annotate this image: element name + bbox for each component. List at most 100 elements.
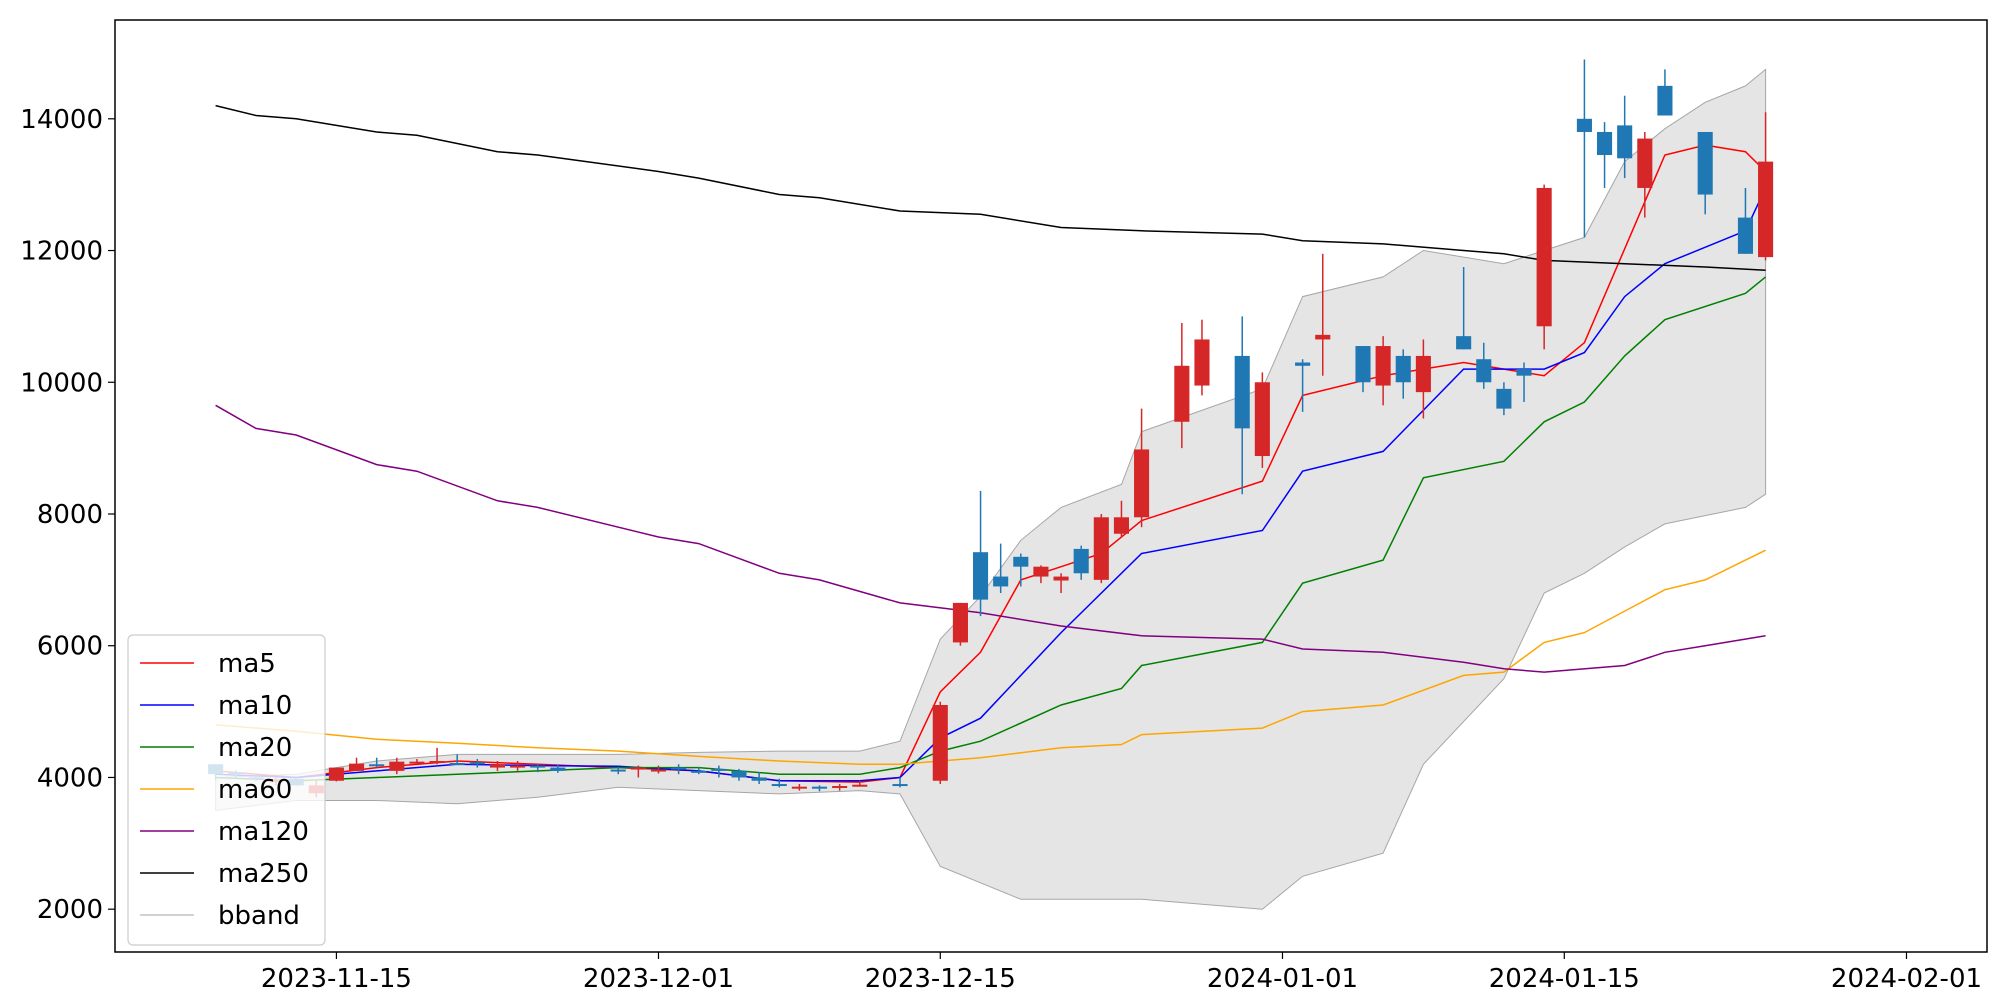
candle-body	[852, 784, 868, 787]
candle	[711, 765, 727, 778]
candle-body	[892, 784, 908, 787]
candle-body	[469, 762, 485, 765]
candle	[610, 766, 626, 775]
candle	[1254, 372, 1270, 468]
candle	[550, 764, 566, 773]
candle	[1597, 122, 1613, 188]
candle	[530, 764, 546, 773]
candle	[1456, 266, 1472, 350]
candle-body	[711, 768, 727, 771]
legend-label-ma10: ma10	[218, 691, 292, 721]
candle-body	[630, 767, 646, 770]
candle-body	[1194, 339, 1210, 386]
candle-body	[489, 764, 505, 768]
candle-body	[1737, 217, 1753, 254]
legend-label-ma5: ma5	[218, 649, 276, 679]
candle	[1415, 339, 1431, 419]
candle	[1315, 253, 1331, 376]
candle	[1174, 322, 1190, 449]
candle-body	[369, 764, 385, 767]
candle	[1536, 184, 1552, 350]
candle-body	[1697, 131, 1713, 195]
y-tick-label: 10000	[20, 368, 103, 398]
candle	[1093, 513, 1109, 584]
y-tick-label: 2000	[37, 895, 103, 925]
legend-label-bband: bband	[218, 901, 300, 931]
candle-body	[1073, 548, 1089, 574]
candle-body	[952, 602, 968, 643]
candle	[1697, 131, 1713, 215]
candle	[429, 747, 445, 765]
candle	[1113, 500, 1129, 538]
candle-body	[1013, 556, 1029, 567]
candle	[1516, 362, 1532, 403]
x-tick-label: 2023-12-15	[865, 964, 1016, 994]
candle	[892, 777, 908, 788]
candle-body	[993, 576, 1009, 587]
candle-body	[1597, 131, 1613, 156]
candle-body	[671, 767, 687, 770]
candle	[1657, 69, 1673, 116]
candle-body	[1456, 336, 1472, 350]
candle	[1053, 573, 1069, 594]
legend-label-ma250: ma250	[218, 859, 309, 889]
y-tick-label: 12000	[20, 237, 103, 267]
candle-body	[1536, 187, 1552, 327]
plot-frame	[114, 19, 1988, 953]
y-tick-label: 6000	[37, 632, 103, 662]
legend: ma5 ma10 ma20 ma60 ma120 ma250 bband	[127, 634, 326, 946]
candle-body	[1254, 382, 1270, 457]
candle	[510, 760, 526, 771]
candlesticks	[208, 59, 1774, 798]
x-tick-label: 2024-01-15	[1489, 964, 1640, 994]
candle-body	[349, 763, 365, 771]
candle-body	[832, 786, 848, 789]
candle-body	[409, 761, 425, 764]
candle-body	[510, 765, 526, 768]
legend-label-ma20: ma20	[218, 733, 292, 763]
x-tick-label: 2023-12-01	[583, 964, 734, 994]
candle	[1737, 187, 1753, 254]
candle-body	[1053, 576, 1069, 581]
candle	[671, 764, 687, 775]
candle-body	[1637, 138, 1653, 188]
candle	[731, 768, 747, 781]
candle-body	[1234, 355, 1250, 429]
candle	[1476, 342, 1492, 389]
candle	[1073, 545, 1089, 580]
candle	[932, 701, 948, 785]
candle	[832, 784, 848, 791]
candle-body	[973, 552, 989, 600]
y-tick-label: 14000	[20, 105, 103, 135]
candle	[1295, 359, 1311, 412]
candle	[1194, 319, 1210, 396]
candle	[1637, 131, 1653, 218]
y-tick-label: 4000	[37, 763, 103, 793]
candle-body	[530, 765, 546, 768]
candle	[1758, 112, 1774, 261]
candle-body	[650, 769, 667, 772]
candle-body	[1617, 125, 1633, 159]
candle-body	[1033, 566, 1049, 577]
y-tick-label: 8000	[37, 500, 103, 530]
candle	[1355, 346, 1371, 393]
candle-body	[328, 767, 344, 781]
candle-body	[1315, 334, 1331, 340]
candle-body	[751, 777, 767, 781]
candle	[630, 765, 646, 778]
candle	[1234, 316, 1250, 495]
candle-body	[550, 767, 566, 771]
candle-body	[1758, 161, 1774, 258]
candle-body	[1576, 118, 1592, 132]
y-axis: 2000 4000 6000 8000 10000 12000 14000	[20, 105, 115, 925]
candle	[952, 602, 968, 646]
candle	[369, 757, 385, 768]
candle	[751, 772, 767, 785]
candle	[1576, 59, 1592, 238]
bollinger-band	[215, 68, 1767, 910]
candle	[389, 757, 405, 775]
candle-body	[1113, 517, 1129, 534]
candle-body	[1174, 365, 1190, 422]
